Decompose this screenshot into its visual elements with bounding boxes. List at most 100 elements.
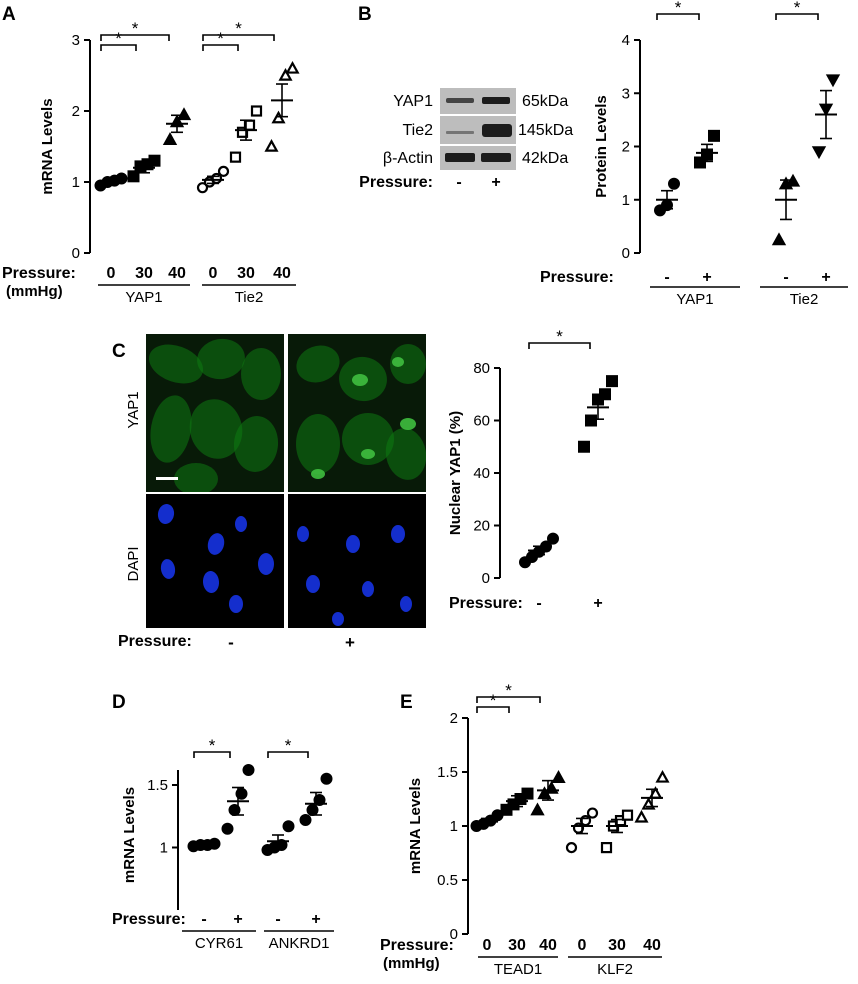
chart-d-y-tick-label: 1.5 [147, 777, 168, 794]
chart-e-point [600, 841, 613, 854]
chart-a-point [278, 68, 293, 81]
chart-e-x-tick-label: 40 [643, 937, 661, 954]
yap1-cell [150, 395, 192, 463]
chart-d-sig-star: * [285, 736, 292, 755]
blot-kda: 42kDa [522, 150, 568, 167]
western-blot: YAP1 Tie2 β-Actin 65kDa 145kDa 42kDa Pre… [359, 88, 573, 191]
micro-yap1-plus-cells [296, 344, 426, 480]
chart-e-point [586, 807, 599, 819]
chart-a-group-label: YAP1 [125, 289, 162, 306]
chart-c-sig-star: * [556, 327, 563, 346]
dapi-nucleus [229, 595, 243, 613]
dapi-nucleus [235, 516, 247, 532]
chart-b-y-tick-label: 1 [622, 192, 630, 209]
chart-e-sig-star: * [490, 691, 497, 710]
chart-c-point [578, 440, 590, 453]
panel-letter-b: B [358, 4, 372, 25]
chart-c-y-tick-label: 80 [473, 360, 490, 377]
chart-b-y-tick-label: 3 [622, 85, 630, 102]
chart-b-sig-star: * [675, 0, 682, 17]
chart-c-point [585, 414, 597, 427]
chart-a-sig-star: * [132, 19, 139, 38]
chart-a-sig-star: * [115, 29, 122, 48]
chart-a-point [271, 110, 286, 124]
chart-e-x-tick-label: 30 [608, 937, 626, 954]
chart-e-sig-bracket [476, 696, 541, 703]
micro-yap1-minus-cells [148, 338, 281, 492]
yap1-nucleus-signal [392, 357, 404, 367]
chart-a-y-tick-label: 3 [72, 32, 80, 49]
chart-d-sig-bracket [267, 751, 309, 758]
chart-e-sig-bracket [476, 706, 510, 713]
dapi-nucleus [332, 612, 344, 626]
blot-label: Tie2 [402, 122, 433, 139]
chart-a-y-tick-label: 0 [72, 245, 80, 262]
chart-a-point [285, 60, 300, 74]
chart-b-x-tick-label: + [702, 269, 711, 286]
chart-d-group-label: ANKRD1 [269, 935, 330, 952]
chart-e-point [544, 780, 559, 794]
panel-letter-d: D [112, 692, 126, 713]
chart-a-sig-star: * [217, 29, 224, 48]
chart-a-mmhg-label: (mmHg) [6, 283, 63, 300]
chart-a-y-tick-label: 2 [72, 103, 80, 120]
chart-a-group-label: Tie2 [235, 289, 264, 306]
chart-a-point [264, 139, 279, 152]
chart-b-sig-star: * [794, 0, 801, 17]
chart-a-sig-star: * [235, 19, 242, 38]
yap1-nucleus-signal [352, 374, 368, 386]
chart-b-y-tick-label: 2 [622, 139, 630, 156]
yap1-cell [233, 416, 279, 472]
chart-e-point [621, 809, 634, 821]
chart-d-point [320, 772, 333, 785]
micro-dapi-minus-nuclei [157, 504, 274, 613]
dapi-nucleus [207, 533, 225, 555]
micro-dapi-plus [288, 494, 426, 628]
chart-a-sig-bracket [202, 34, 275, 41]
chart-d-x-tick-label: - [201, 911, 206, 928]
chart-b-x-tick-label: - [664, 269, 669, 286]
yap1-nucleus-signal [400, 418, 416, 430]
chart-a-x-tick-label: 0 [107, 265, 116, 282]
chart-a-point [250, 105, 263, 117]
chart-a-y-label: mRNA Levels [39, 98, 56, 194]
chart-d-x-tick-label: - [275, 911, 280, 928]
dapi-nucleus [362, 581, 374, 597]
chart-c-x-tick-label: - [536, 595, 541, 612]
chart-a-point [162, 132, 178, 145]
chart-a-point [196, 182, 209, 194]
blot-pressure-label: Pressure: [359, 174, 433, 191]
chart-c-y-tick-label: 40 [473, 465, 490, 482]
chart-e-pressure-label: Pressure: [380, 937, 454, 954]
chart-e-point [634, 809, 649, 823]
dapi-nucleus [391, 525, 405, 543]
chart-e-x-tick-label: 0 [483, 937, 492, 954]
chart-c-y-label: Nuclear YAP1 (%) [447, 411, 464, 535]
chart-d-sig-star: * [209, 736, 216, 755]
chart-c-point [606, 375, 618, 388]
chart-e-y-tick-label: 0 [450, 926, 458, 943]
chart-c-y-tick-label: 0 [482, 570, 490, 587]
dapi-nucleus [306, 575, 320, 593]
chart-b-sig-bracket [775, 13, 819, 20]
chart-d-point [221, 822, 234, 835]
dapi-nucleus [297, 526, 309, 542]
dapi-nucleus [202, 571, 220, 593]
chart-e-x-tick-label: 0 [578, 937, 587, 954]
blot-band [482, 97, 510, 104]
dapi-nucleus [258, 553, 274, 575]
blot-band [482, 124, 512, 137]
panel-letter-a: A [2, 4, 16, 25]
chart-b-point [825, 74, 841, 88]
chart-a-sig-bracket [202, 44, 239, 51]
chart-a-point [217, 165, 230, 177]
chart-a-x-tick-label: 0 [209, 265, 218, 282]
chart-a-point [176, 107, 192, 121]
chart-c-y-tick-label: 60 [473, 413, 490, 430]
dapi-nucleus [157, 504, 175, 524]
chart-a-x-tick-label: 30 [135, 265, 153, 282]
panel-letter-c: C [112, 341, 126, 362]
scale-bar [156, 477, 178, 480]
chart-d-group-label: CYR61 [195, 935, 243, 952]
blot-band [446, 131, 474, 134]
